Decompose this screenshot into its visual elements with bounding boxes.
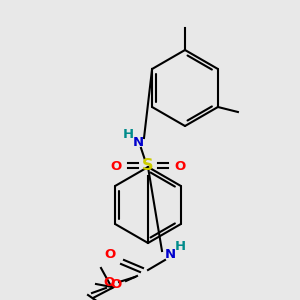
- Text: O: O: [110, 160, 122, 172]
- Text: O: O: [110, 278, 122, 292]
- Text: N: N: [164, 248, 175, 262]
- Text: N: N: [132, 136, 144, 148]
- Text: H: H: [174, 241, 186, 254]
- Text: O: O: [104, 248, 116, 262]
- Text: S: S: [142, 158, 154, 173]
- Text: O: O: [174, 160, 186, 172]
- Text: O: O: [103, 277, 115, 290]
- Text: H: H: [122, 128, 134, 140]
